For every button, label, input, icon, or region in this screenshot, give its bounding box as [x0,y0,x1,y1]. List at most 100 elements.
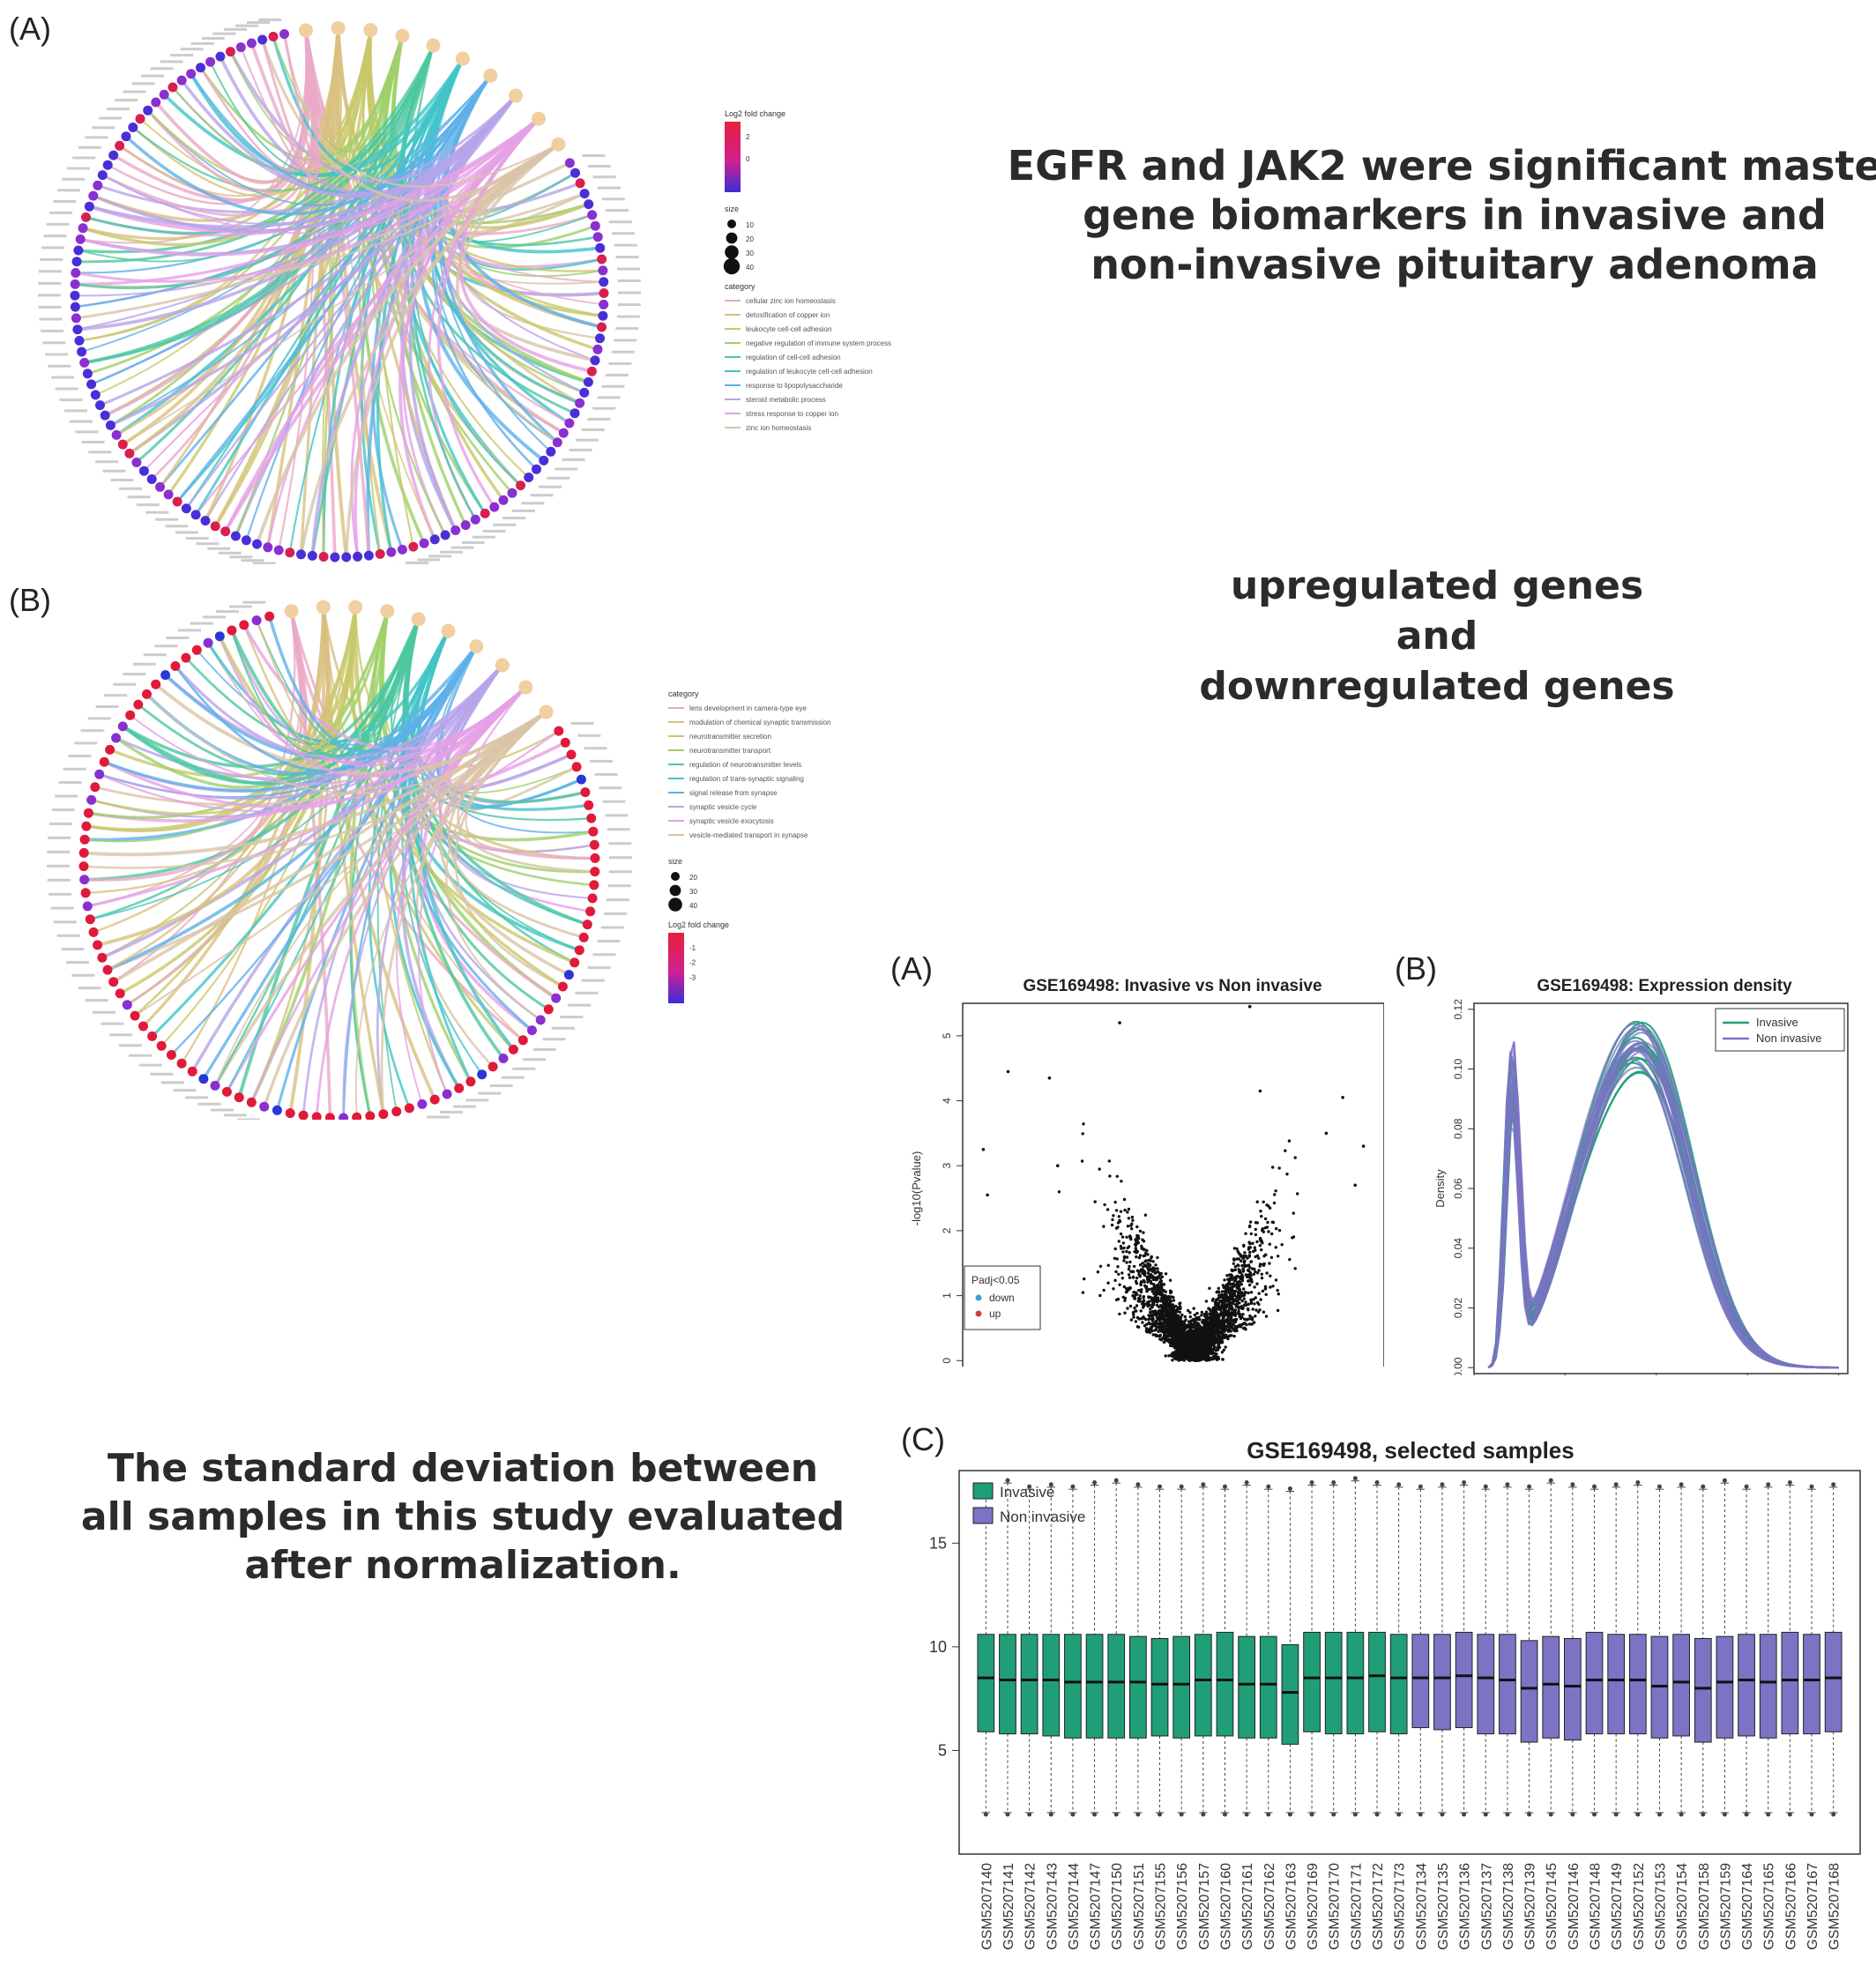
category-node [284,604,299,619]
gene-label [150,67,174,71]
volcano-point [1216,1298,1219,1301]
box-outlier [1396,1482,1402,1487]
gene-node [220,526,231,537]
gene-node [397,544,407,555]
gene-node [191,644,202,655]
chord-ribbon [75,74,492,274]
gene-node [105,420,115,430]
size-tick: 40 [689,902,697,910]
volcano-point [1188,1311,1192,1315]
gene-node [246,38,257,48]
chord-ribbon [146,29,372,183]
volcano-point [1211,1310,1215,1314]
volcano-point [1232,1257,1236,1261]
gene-label [95,705,119,708]
volcano-point [1125,1261,1128,1264]
volcano-point [1242,1297,1246,1300]
gene-node [198,1074,209,1084]
chord-ribbon [454,711,564,988]
volcano-point [1248,1224,1252,1228]
gene-label [118,1044,142,1047]
volcano-point [1192,1356,1195,1359]
box-iqr [1499,1634,1516,1735]
volcano-point [1213,1330,1217,1333]
volcano-point [1237,1305,1241,1309]
volcano-point [1138,1263,1143,1267]
volcano-point [1238,1270,1241,1274]
volcano-point [1080,1159,1084,1163]
size-key [725,245,739,259]
volcano-point [1247,1308,1250,1312]
volcano-point [1148,1258,1151,1263]
chord-ribbon [75,143,560,288]
volcano-point [1254,1296,1257,1300]
volcano-point [1228,1328,1232,1331]
chord-ribbon [304,30,371,556]
headline-standard-deviation: The standard deviation between all sampl… [53,1444,873,1590]
headline-line: all samples in this study evaluated [80,1494,845,1539]
volcano-point [1252,1298,1255,1301]
volcano-point [1149,1263,1152,1268]
volcano-point [1182,1331,1186,1335]
panel-label-top-b: (B) [9,582,51,618]
gene-label [63,767,86,771]
y-tick-label: 0.04 [1452,1238,1464,1259]
gene-node [102,965,113,975]
box-outlier [1287,1812,1292,1817]
gene-node [554,726,564,736]
gene-label [584,747,607,750]
gene-node [579,189,590,199]
gene-label [203,615,227,619]
sample-label: GSM5207166 [1783,1863,1798,1950]
volcano-point [1242,1303,1247,1307]
volcano-point [1248,1250,1252,1255]
volcano-point [1211,1340,1215,1344]
box-outlier [1222,1484,1227,1489]
volcano-point [1135,1225,1139,1229]
gene-label [237,1118,260,1120]
chord-ribbon [195,117,540,516]
gene-label [512,1067,536,1070]
box-outlier [1831,1812,1836,1817]
volcano-point [1208,1312,1212,1315]
gene-node [318,552,329,562]
gene-node [375,548,385,559]
chord-ribbon [209,45,435,175]
volcano-point [1122,1285,1126,1289]
gene-label [616,267,640,271]
gene-label [587,966,611,970]
volcano-point [1196,1322,1200,1325]
gene-label [228,605,252,608]
volcano-point [1240,1278,1245,1283]
volcano-point [1180,1336,1185,1340]
gene-label [201,37,225,40]
volcano-point [1150,1314,1154,1317]
gene-node [516,480,525,491]
volcano-point [1130,1227,1134,1231]
gene-label [48,364,71,368]
chord-ribbon [261,39,560,202]
volcano-point [1215,1352,1218,1356]
gene-label [161,1081,184,1084]
volcano-point [1225,1303,1229,1307]
gene-label [539,485,562,488]
volcano-point [1252,1321,1256,1324]
gene-label [600,926,624,929]
volcano-point [1247,1254,1251,1257]
gene-label [608,220,632,224]
y-tick-label: 15 [929,1534,947,1552]
volcano-point [1140,1280,1143,1285]
gene-node [131,458,142,467]
chord-ribbon [84,44,436,365]
volcano-point [1194,1330,1197,1334]
gene-node [186,69,197,79]
volcano-point [1173,1330,1177,1334]
volcano-point [1292,1211,1295,1215]
gene-label [555,467,578,471]
gene-node [272,1105,282,1115]
gene-label [68,754,92,757]
volcano-point [1274,1278,1278,1282]
density-legend-box [1715,1008,1845,1052]
gene-label [41,246,65,250]
volcano-point [1254,1315,1257,1318]
